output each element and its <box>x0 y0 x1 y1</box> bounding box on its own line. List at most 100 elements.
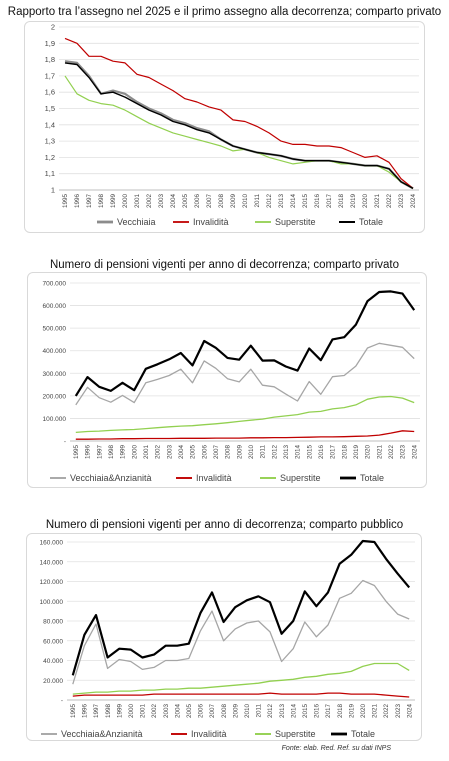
x-tick-label: 2000 <box>122 194 129 209</box>
chart-3-box: - 20.000 40.000 60.000 80.000 100.000 120.000 1… <box>26 533 422 741</box>
x-tick-label: 2006 <box>194 194 201 209</box>
legend-label: Vecchiaia&Anzianità <box>70 473 152 483</box>
y-tick-label: 400.000 <box>43 348 67 355</box>
legend-label: Superstite <box>275 217 316 227</box>
x-tick-label: 1997 <box>86 194 93 209</box>
x-tick-label: 2018 <box>341 445 348 460</box>
chart-2-box: - 100.000 200.000 300.000 400.000 500.000 600.… <box>27 272 427 488</box>
x-tick-label: 1996 <box>82 704 89 719</box>
y-tick-label: 600.000 <box>43 303 67 310</box>
x-tick-label: 2014 <box>290 194 297 209</box>
x-tick-label: 2011 <box>254 194 261 208</box>
y-tick-label: 1,3 <box>45 137 55 146</box>
x-tick-label: 2005 <box>190 445 197 460</box>
x-tick-label: 2010 <box>248 445 255 460</box>
series-line-superstite <box>72 662 410 695</box>
x-tick-label: 2023 <box>395 704 402 719</box>
legend-label: Superstite <box>280 473 321 483</box>
x-tick-label: 2015 <box>302 704 309 719</box>
series-line-invalidit- <box>64 37 414 189</box>
x-tick-label: 2006 <box>201 445 208 460</box>
x-tick-label: 2008 <box>218 194 225 209</box>
series-line-vecchiaia-anzianit- <box>75 342 415 406</box>
y-tick-label: 120.000 <box>40 579 64 586</box>
series-line-totale <box>74 290 416 397</box>
series-line-invalidit- <box>75 430 415 440</box>
x-tick-label: 2009 <box>236 445 243 460</box>
y-tick-label: 1,7 <box>45 71 55 80</box>
x-tick-label: 1996 <box>74 194 81 209</box>
x-tick-label: 2007 <box>213 445 220 460</box>
y-tick-label: 1,5 <box>45 104 55 113</box>
x-tick-label: 2012 <box>267 704 274 719</box>
chart-2-title: Numero di pensioni vigenti per anno di d… <box>49 259 400 271</box>
x-tick-label: 2003 <box>163 704 170 719</box>
x-tick-label: 2012 <box>271 445 278 460</box>
x-tick-label: 2018 <box>337 704 344 719</box>
x-tick-label: 2024 <box>411 445 418 460</box>
x-tick-label: 2005 <box>182 194 189 209</box>
x-tick-label: 2021 <box>374 194 381 209</box>
y-tick-label: 2 <box>51 23 55 32</box>
x-tick-label: 2009 <box>232 704 239 719</box>
x-tick-label: 1997 <box>93 704 100 719</box>
y-tick-label: 1,9 <box>45 39 55 48</box>
chart-1-svg: 1 1,1 1,2 1,3 1,4 1,5 1,6 1,7 1,8 1,9 2 1995 1996 199… <box>45 23 419 227</box>
x-tick-label: 2018 <box>338 194 345 209</box>
x-tick-label: 2000 <box>131 445 138 460</box>
x-tick-label: 1999 <box>116 704 123 719</box>
series-line-totale <box>71 539 411 676</box>
x-tick-label: 1999 <box>110 194 117 209</box>
chart-1-box: 1 1,1 1,2 1,3 1,4 1,5 1,6 1,7 1,8 1,9 2 1995 1996 199… <box>24 21 425 233</box>
x-tick-label: 1998 <box>105 704 112 719</box>
x-tick-label: 2004 <box>178 445 185 460</box>
x-tick-label: 1998 <box>108 445 115 460</box>
x-tick-label: 2006 <box>198 704 205 719</box>
legend-label: Totale <box>360 473 384 483</box>
x-tick-label: 2002 <box>146 194 153 209</box>
x-tick-label: 2020 <box>365 445 372 460</box>
x-tick-label: 2001 <box>143 445 150 460</box>
x-tick-label: 2011 <box>260 445 267 459</box>
x-tick-label: 2001 <box>140 704 147 719</box>
x-tick-label: 2024 <box>410 194 417 209</box>
chart-3-svg: - 20.000 40.000 60.000 80.000 100.000 120.000 1… <box>40 539 415 739</box>
x-tick-label: 1997 <box>96 445 103 460</box>
x-tick-label: 2007 <box>209 704 216 719</box>
x-tick-label: 2011 <box>256 704 263 718</box>
x-tick-label: 2013 <box>283 445 290 460</box>
x-tick-label: 2023 <box>398 194 405 209</box>
x-tick-label: 2007 <box>206 194 213 209</box>
x-tick-label: 2002 <box>155 445 162 460</box>
chart-2-svg: - 100.000 200.000 300.000 400.000 500.000 600.… <box>43 281 420 483</box>
legend-label: Invalidità <box>193 217 229 227</box>
legend-label: Invalidità <box>191 729 227 739</box>
x-tick-label: 2003 <box>158 194 165 209</box>
x-tick-label: 2010 <box>242 194 249 209</box>
y-tick-label: - <box>64 439 66 446</box>
y-tick-label: 500.000 <box>43 326 67 333</box>
y-tick-label: 160.000 <box>40 540 64 547</box>
legend-label: Invalidità <box>196 473 232 483</box>
y-tick-label: 100.000 <box>43 416 67 423</box>
x-tick-label: 2022 <box>386 194 393 209</box>
legend-label: Totale <box>351 729 375 739</box>
x-tick-label: 2014 <box>290 704 297 719</box>
x-tick-label: 2024 <box>406 704 413 719</box>
series-line-totale <box>64 62 414 190</box>
y-tick-label: - <box>61 698 63 705</box>
x-tick-label: 2014 <box>295 445 302 460</box>
x-tick-label: 2000 <box>128 704 135 719</box>
x-tick-label: 2015 <box>306 445 313 460</box>
x-tick-label: 2003 <box>166 445 173 460</box>
x-tick-label: 2016 <box>314 704 321 719</box>
x-tick-label: 2017 <box>330 445 337 460</box>
x-tick-label: 1998 <box>98 194 105 209</box>
y-tick-label: 1,8 <box>45 55 55 64</box>
y-tick-label: 100.000 <box>40 599 64 606</box>
series-line-invalidit- <box>72 692 410 698</box>
y-tick-label: 60.000 <box>43 638 63 645</box>
x-tick-label: 2021 <box>372 704 379 719</box>
y-tick-label: 40.000 <box>43 658 63 665</box>
x-tick-label: 2022 <box>388 445 395 460</box>
